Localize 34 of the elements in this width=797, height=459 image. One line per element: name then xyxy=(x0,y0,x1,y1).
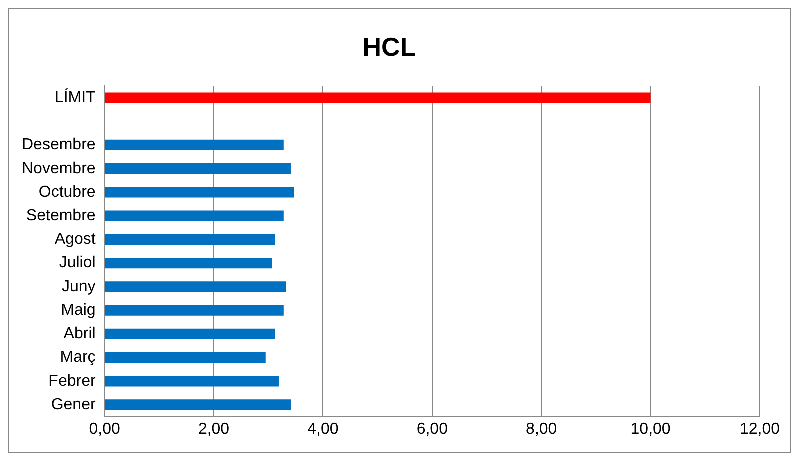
y-tick-label: Abril xyxy=(64,326,96,343)
y-tick-label: Setembre xyxy=(26,207,96,224)
x-tick-label: 0,00 xyxy=(89,420,120,438)
x-tick-label: 4,00 xyxy=(308,420,339,438)
bar xyxy=(105,376,279,387)
bar xyxy=(105,234,276,246)
bar xyxy=(105,328,276,340)
bar xyxy=(105,92,651,104)
y-tick-label: Gener xyxy=(51,396,96,414)
x-tick-label: 2,00 xyxy=(198,420,230,438)
y-tick-label: Novembre xyxy=(22,160,96,178)
bar xyxy=(105,282,286,292)
bar xyxy=(105,400,291,410)
y-tick-label: Febrer xyxy=(48,372,96,390)
y-tick-label: Octubre xyxy=(38,184,96,201)
bar xyxy=(105,352,266,364)
y-tick-label: Desembre xyxy=(22,136,96,154)
y-tick-label: Juny xyxy=(62,278,96,296)
chart-title: HCL xyxy=(362,32,416,62)
bar xyxy=(105,305,284,316)
y-tick-label: Agost xyxy=(54,231,96,248)
bar xyxy=(105,187,294,198)
bar xyxy=(105,140,284,151)
bar xyxy=(105,258,272,269)
y-tick-label: Juliol xyxy=(59,254,96,272)
x-tick-label: 6,00 xyxy=(416,420,448,438)
bar xyxy=(105,164,291,174)
x-tick-label: 12,00 xyxy=(740,420,780,438)
y-tick-label: Març xyxy=(60,349,96,366)
x-tick-label: 10,00 xyxy=(630,420,671,438)
y-tick-label: Maig xyxy=(61,302,96,319)
x-tick-label: 8,00 xyxy=(526,420,558,438)
y-tick-label: LÍMIT xyxy=(54,88,96,106)
bar xyxy=(105,210,284,222)
